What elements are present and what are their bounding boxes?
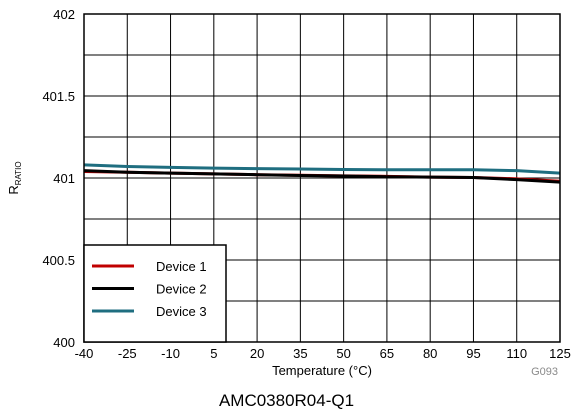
y-tick-label: 401 — [53, 171, 75, 186]
x-axis-label: Temperature (°C) — [272, 363, 372, 378]
series-line-2 — [83, 169, 561, 184]
legend: Device 1 Device 2 Device 3 — [83, 244, 227, 343]
legend-label: Device 3 — [156, 304, 207, 319]
y-axis-label: RRATIO — [6, 161, 23, 194]
x-tick-label: -10 — [161, 346, 180, 361]
y-axis-ticks: 400 400.5 401 401.5 402 — [42, 7, 75, 350]
x-tick-label: 125 — [549, 346, 571, 361]
y-tick-label: 400 — [53, 335, 75, 350]
svg-text:RRATIO: RRATIO — [6, 161, 23, 194]
x-tick-label: 35 — [293, 346, 307, 361]
x-tick-label: 95 — [466, 346, 480, 361]
chart: -40 -25 -10 5 20 35 50 65 80 95 110 125 400 400.5 401… — [6, 7, 571, 378]
y-tick-label: 401.5 — [42, 89, 75, 104]
plot-frame — [83, 13, 561, 343]
x-tick-label: 65 — [380, 346, 394, 361]
figure-code: G093 — [531, 366, 558, 378]
x-tick-label: -25 — [118, 346, 137, 361]
legend-box — [83, 244, 227, 343]
x-tick-label: 50 — [336, 346, 350, 361]
series-layer — [83, 163, 561, 184]
x-tick-label: -40 — [75, 346, 94, 361]
caption: AMC0380R04-Q1 — [218, 391, 355, 410]
y-axis-label-main: R — [6, 185, 21, 194]
legend-label: Device 1 — [156, 259, 207, 274]
x-tick-label: 80 — [423, 346, 437, 361]
x-tick-label: 5 — [210, 346, 217, 361]
y-axis-label-sub: RATIO — [14, 161, 23, 185]
series-line-3 — [83, 163, 561, 175]
x-tick-label: 110 — [506, 346, 527, 361]
x-tick-label: 20 — [250, 346, 264, 361]
y-tick-label: 402 — [53, 7, 75, 22]
legend-label: Device 2 — [156, 282, 207, 297]
x-axis-ticks: -40 -25 -10 5 20 35 50 65 80 95 110 125 — [75, 346, 571, 361]
y-tick-label: 400.5 — [42, 253, 75, 268]
